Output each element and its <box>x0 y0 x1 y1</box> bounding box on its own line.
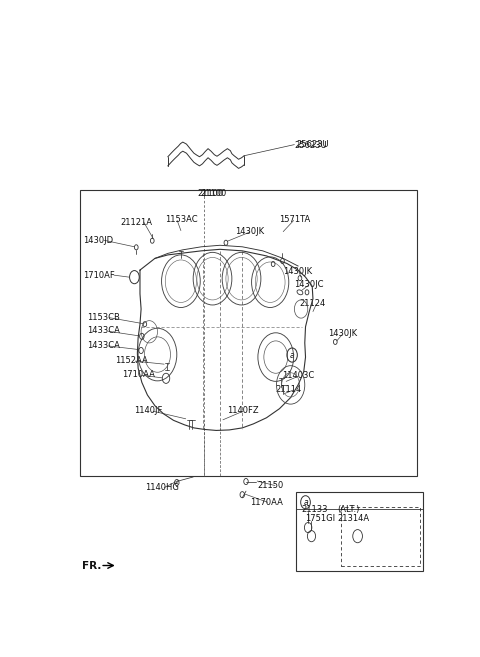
Text: 1710AF: 1710AF <box>83 271 115 280</box>
Text: 21124: 21124 <box>299 300 325 308</box>
Text: 21314A: 21314A <box>337 514 369 524</box>
Text: a: a <box>303 498 308 507</box>
Text: 21114: 21114 <box>276 385 302 394</box>
Text: 1751GI: 1751GI <box>305 514 335 524</box>
Text: 21100: 21100 <box>201 189 227 198</box>
Text: 21121A: 21121A <box>120 217 153 227</box>
Text: (ALT.): (ALT.) <box>337 505 360 514</box>
Text: 1433CA: 1433CA <box>87 341 120 350</box>
Text: 25623U: 25623U <box>296 140 329 149</box>
Text: 1430JD: 1430JD <box>83 236 113 244</box>
Text: 21133: 21133 <box>301 505 327 514</box>
Text: 1433CA: 1433CA <box>87 327 120 335</box>
Text: 1710AA: 1710AA <box>122 371 156 379</box>
Text: 1430JK: 1430JK <box>235 227 264 236</box>
Text: 1571TA: 1571TA <box>279 215 311 225</box>
Text: 1430JK: 1430JK <box>328 329 357 338</box>
Bar <box>81 190 417 476</box>
Text: 25623U: 25623U <box>294 141 327 150</box>
Text: 1153CB: 1153CB <box>87 313 120 322</box>
Text: 21150: 21150 <box>257 481 283 490</box>
Text: 1170AA: 1170AA <box>250 498 283 507</box>
Text: 1140FZ: 1140FZ <box>227 406 258 415</box>
Text: 11403C: 11403C <box>282 371 314 380</box>
Bar <box>296 492 423 570</box>
Text: 21100: 21100 <box>198 189 224 198</box>
Text: 1140HG: 1140HG <box>145 483 179 492</box>
Text: 1430JC: 1430JC <box>294 280 323 288</box>
Text: 1140JF: 1140JF <box>133 406 162 415</box>
Text: a: a <box>290 351 294 359</box>
Text: FR.: FR. <box>82 560 101 570</box>
Text: 1153AC: 1153AC <box>165 215 198 225</box>
Text: 1430JK: 1430JK <box>283 267 312 276</box>
Text: 1152AA: 1152AA <box>115 356 148 365</box>
Bar <box>341 507 420 566</box>
